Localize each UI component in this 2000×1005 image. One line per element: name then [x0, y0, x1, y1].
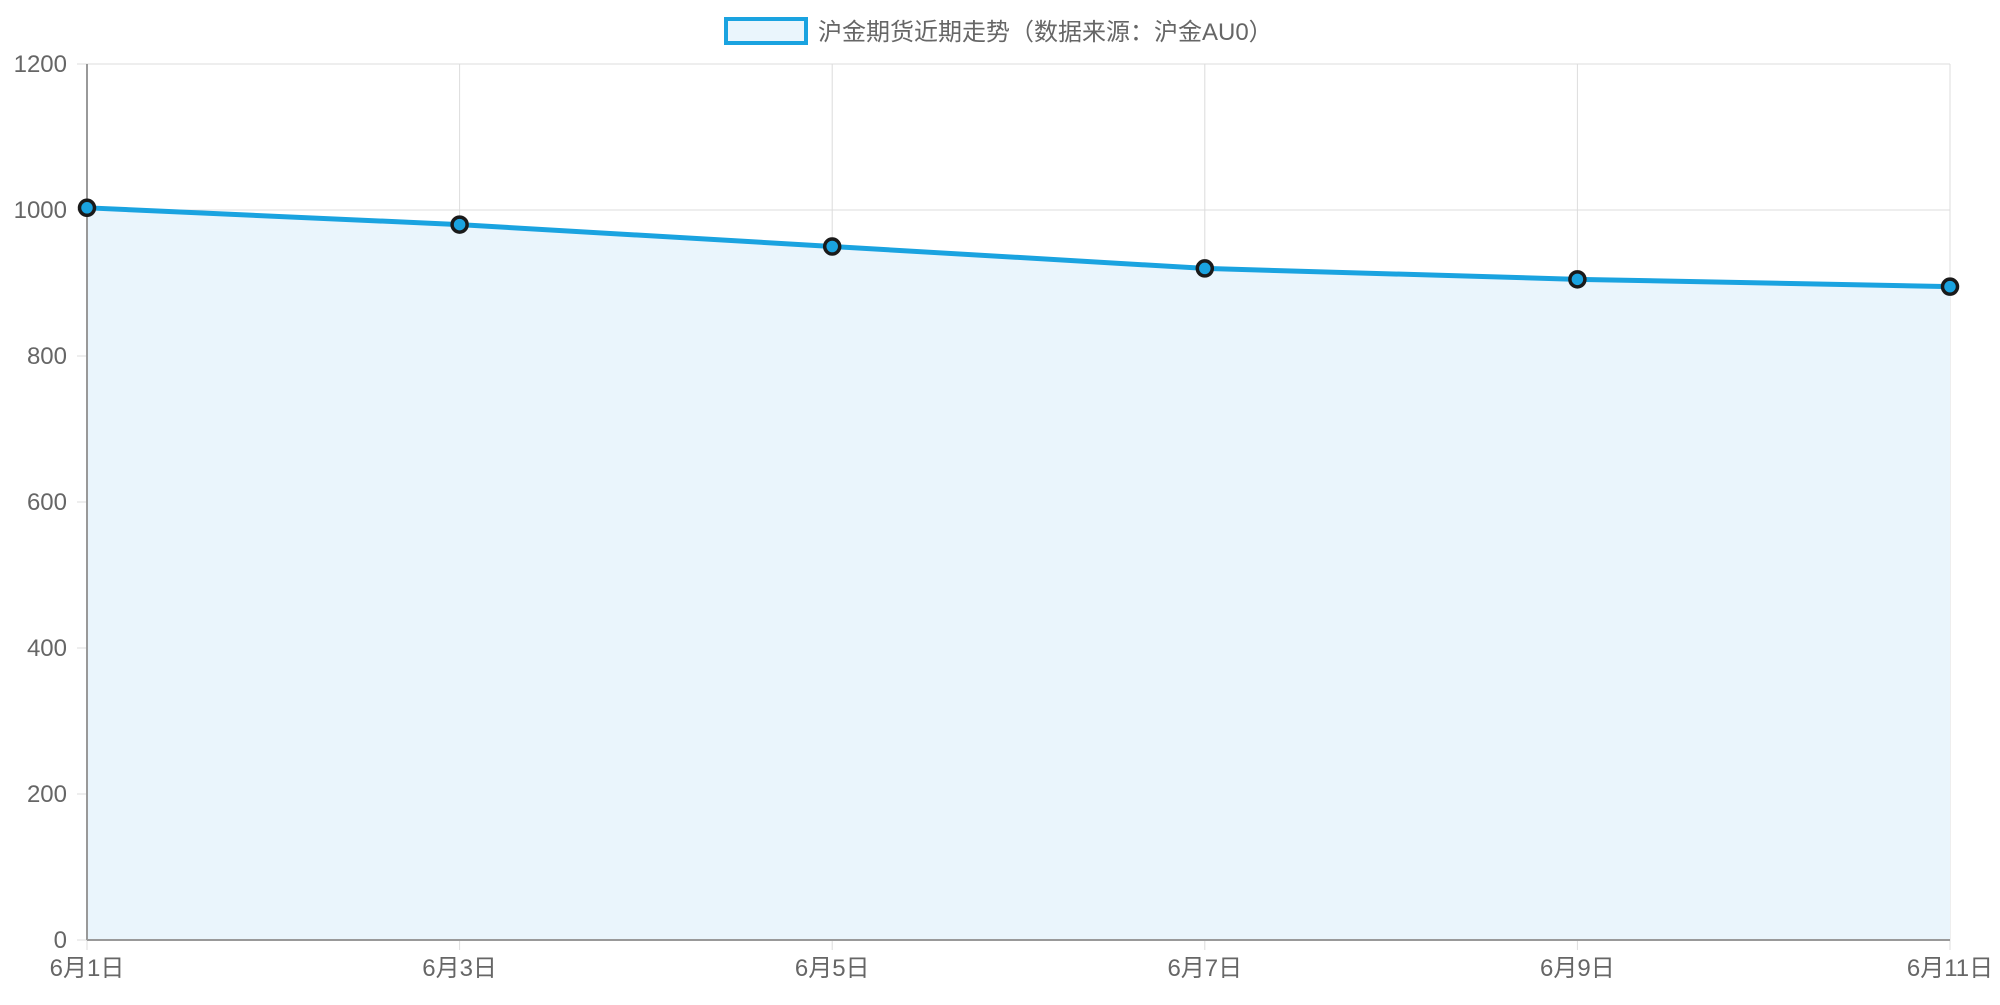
legend-label[interactable]: 沪金期货近期走势（数据来源：沪金AU0）: [818, 19, 1273, 46]
y-tick-label: 1200: [14, 51, 67, 78]
series-area-fill: [87, 207, 1950, 940]
y-tick-label: 200: [27, 781, 67, 808]
data-point[interactable]: [1940, 277, 1960, 296]
y-tick-label: 800: [27, 343, 67, 370]
label-layer: 0 200 400 600 800 1000 1200 6月1日 6月3日 6月5日 6月7日 6月9…: [14, 51, 1994, 982]
legend[interactable]: 沪金期货近期走势（数据来源：沪金AU0）: [724, 17, 1273, 46]
x-tick-label: 6月7日: [1167, 955, 1242, 982]
x-tick-label: 6月5日: [795, 955, 870, 982]
y-tick-label: 600: [27, 489, 67, 516]
point-layer: [77, 198, 1960, 296]
series-line: [84, 205, 1953, 290]
y-tick-label: 400: [27, 635, 67, 662]
area-layer: [87, 207, 1950, 940]
y-tick-label: 0: [54, 927, 67, 954]
y-tick-label: 1000: [14, 197, 67, 224]
data-point[interactable]: [450, 215, 469, 234]
legend-swatch[interactable]: [724, 17, 808, 45]
data-point[interactable]: [1195, 259, 1215, 278]
data-point[interactable]: [1568, 270, 1587, 289]
x-tick-label: 6月3日: [422, 955, 497, 982]
line-layer: [84, 205, 1953, 290]
x-tick-label: 6月1日: [50, 955, 125, 982]
data-point[interactable]: [77, 198, 97, 218]
x-tick-label: 6月9日: [1540, 955, 1615, 982]
x-tick-label: 6月11日: [1907, 955, 1993, 982]
data-point[interactable]: [822, 237, 842, 256]
